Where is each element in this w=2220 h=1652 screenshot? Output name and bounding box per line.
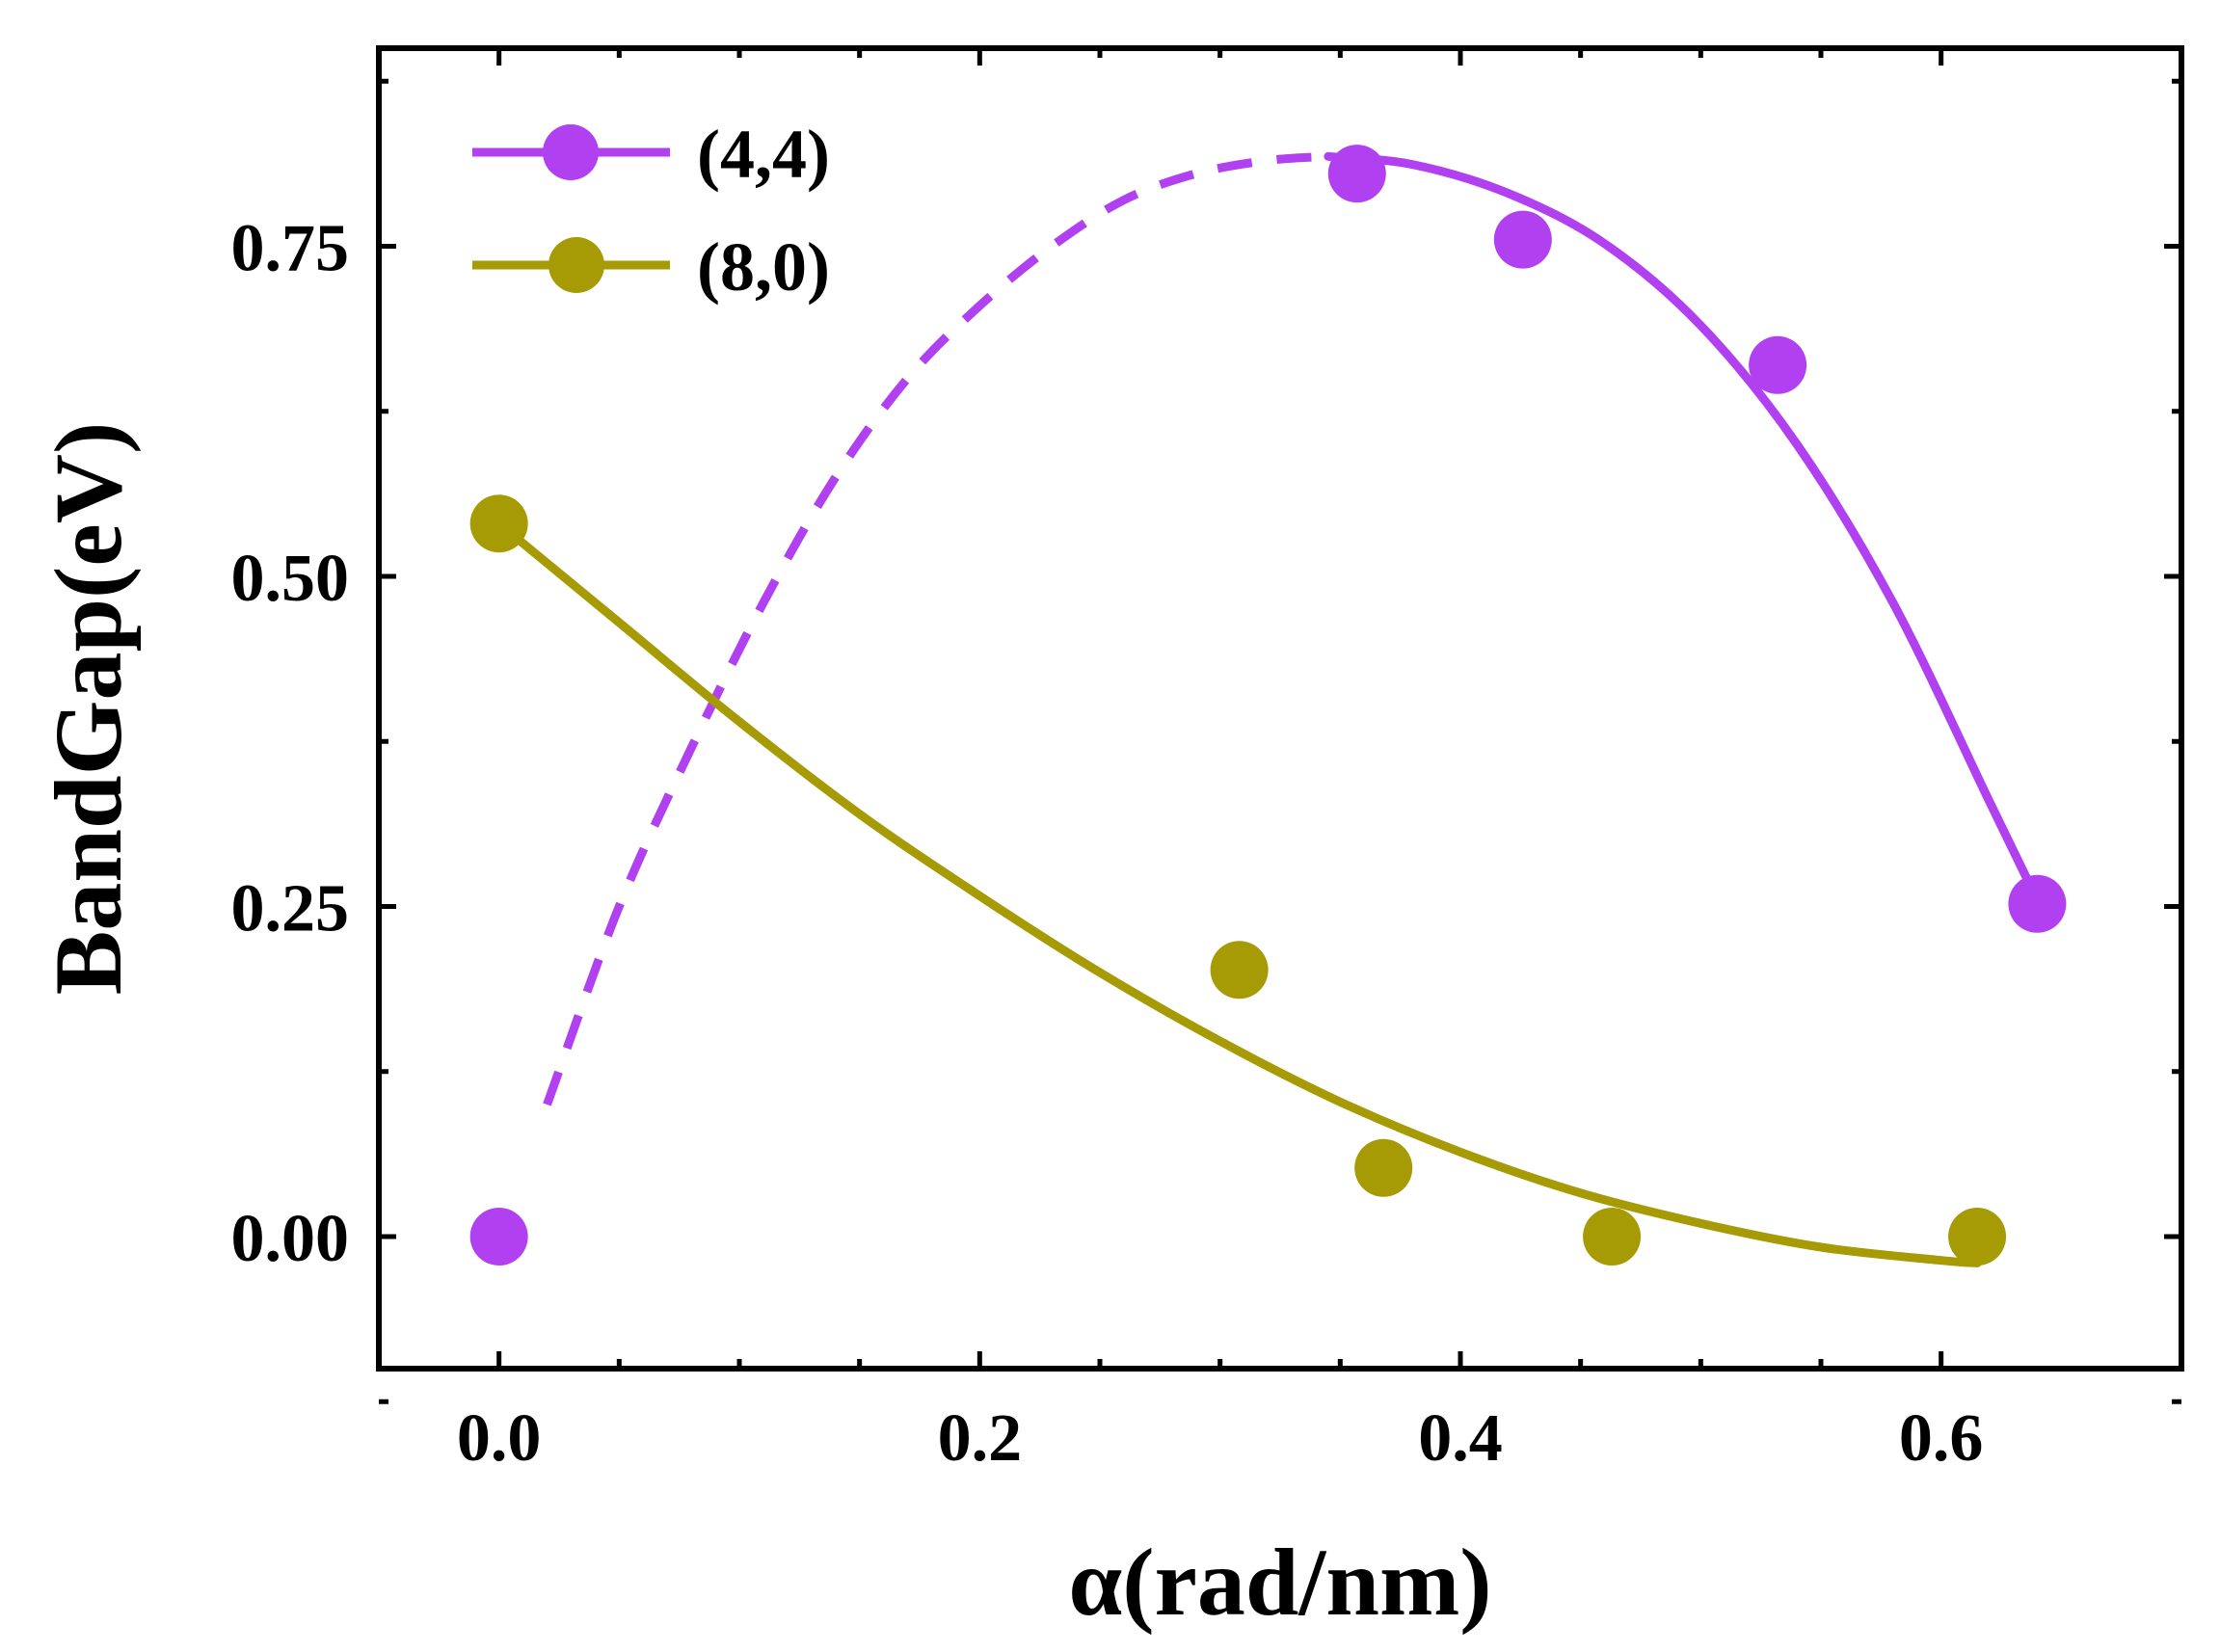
ticks-layer [379,48,2181,1404]
data-point-8-0 [1354,1138,1413,1197]
data-point-4-4 [469,1208,528,1266]
plot-frame [376,45,2184,1372]
x-tick-label: 0.6 [1899,1401,1984,1476]
legend: (4,4) (8,0) [472,116,830,306]
tick-labels-layer: 0.0 0.2 0.4 0.6 0.00 0.25 0.50 0.75 [231,212,1984,1477]
legend-label-8-0: (8,0) [697,228,830,306]
fit-curve-4-4 [1324,151,2042,905]
fit-curve-dashed-4-4 [543,151,1329,1106]
legend-label-4-4: (4,4) [697,116,830,193]
data-point-8-0 [1210,941,1269,999]
legend-marker-4-4 [543,124,599,180]
data-point-4-4 [1749,335,1807,394]
x-axis-title: α(rad/nm) [1068,1529,1491,1636]
y-tick-label: 0.00 [231,1202,350,1276]
y-axis-title: BandGap(eV) [35,422,142,996]
data-point-4-4 [2008,874,2067,933]
data-point-8-0 [1583,1208,1642,1266]
data-point-8-0 [1948,1208,2007,1266]
fit-curves-layer [495,151,2042,1267]
y-tick-label: 0.25 [231,872,350,946]
y-tick-label: 0.50 [231,542,350,616]
data-point-8-0 [469,494,528,553]
fit-curve-8-0 [495,519,1982,1267]
x-tick-label: 0.4 [1418,1401,1503,1476]
legend-marker-8-0 [548,237,604,293]
x-tick-label: 0.2 [938,1401,1023,1476]
data-point-4-4 [1327,145,1386,203]
data-points-layer [469,145,2067,1266]
data-point-4-4 [1493,210,1552,269]
y-tick-label: 0.75 [231,212,350,286]
x-tick-label: 0.0 [457,1401,542,1476]
